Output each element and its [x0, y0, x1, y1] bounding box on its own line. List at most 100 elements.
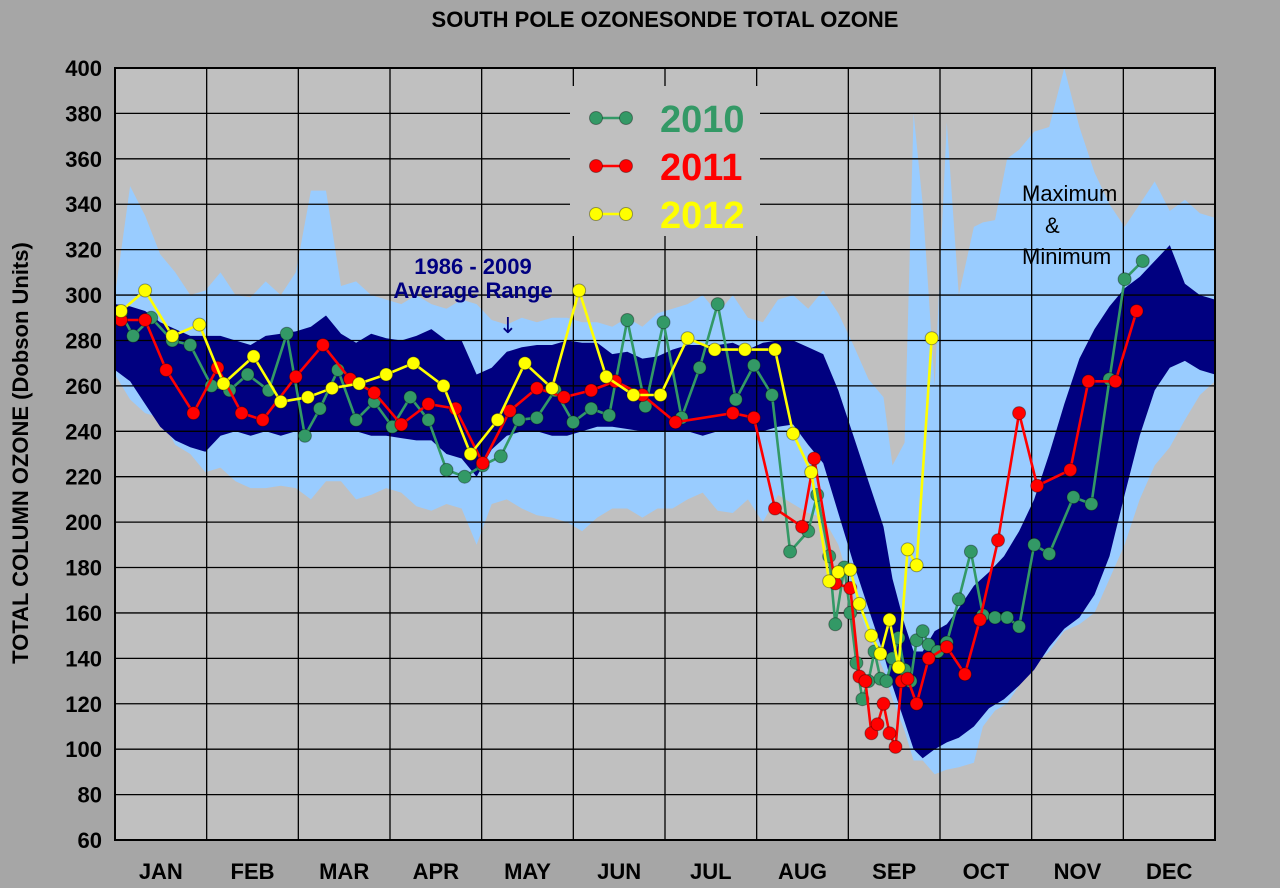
month-label: JAN: [139, 859, 183, 884]
avg-range-label: Average Range: [393, 278, 552, 303]
data-point-2010: [439, 462, 454, 477]
data-point-2011: [858, 674, 873, 689]
y-tick-labels: 60 80 100 120 140 160 180 200 220 240 260 280 300 320…: [65, 56, 102, 853]
data-point-2011: [186, 406, 201, 421]
y-tick-label: 220: [65, 465, 102, 490]
y-tick-label: 120: [65, 692, 102, 717]
data-point-2012: [352, 376, 367, 391]
data-point-2011: [972, 612, 987, 627]
data-point-2010: [909, 633, 924, 648]
data-point-2010: [988, 610, 1002, 625]
data-point-2011: [367, 385, 382, 400]
data-point-2012: [831, 565, 846, 580]
data-point-2011: [529, 381, 544, 396]
data-point-2012: [924, 331, 939, 346]
data-point-2011: [159, 363, 174, 377]
data-point-2010: [746, 358, 761, 373]
data-point-2010: [1135, 254, 1150, 268]
data-point-2010: [584, 401, 599, 416]
month-label: OCT: [963, 859, 1010, 884]
month-label: DEC: [1146, 859, 1193, 884]
data-point-2012: [737, 342, 752, 357]
data-point-2010: [602, 408, 617, 423]
data-point-2012: [852, 596, 867, 611]
data-point-2010: [126, 328, 141, 343]
data-point-2011: [957, 667, 972, 682]
data-point-2010: [879, 674, 894, 689]
data-point-2011: [475, 456, 490, 471]
y-axis-label: TOTAL COLUMN OZONE (Dobson Units): [8, 242, 33, 664]
data-point-2010: [566, 415, 581, 430]
data-point-2012: [768, 342, 782, 357]
data-point-2010: [312, 401, 327, 416]
data-point-2011: [807, 451, 822, 466]
data-point-2010: [529, 410, 544, 425]
data-point-2011: [394, 417, 409, 432]
data-point-2010: [349, 412, 364, 427]
data-point-2012: [900, 542, 915, 557]
legend-item-2010: 2010: [589, 99, 745, 141]
data-point-2012: [822, 574, 837, 589]
month-label: JUN: [597, 859, 641, 884]
data-point-2011: [668, 415, 683, 430]
month-labels: JAN FEB MAR APR MAY JUN JUL AUG SEP OCT NOV DEC: [139, 859, 1193, 884]
data-point-2011: [315, 338, 330, 352]
month-label: AUG: [778, 859, 827, 884]
data-point-2010: [1027, 537, 1042, 552]
month-label: FEB: [231, 859, 275, 884]
data-point-2011: [746, 410, 761, 425]
data-point-2011: [1081, 374, 1096, 389]
data-point-2011: [864, 726, 879, 741]
data-point-2010: [656, 315, 671, 330]
data-point-2011: [1030, 478, 1045, 493]
data-point-2011: [795, 519, 810, 534]
legend-label: 2011: [660, 147, 742, 189]
y-tick-label: 100: [65, 737, 102, 762]
data-point-2011: [888, 739, 903, 754]
data-point-2011: [939, 640, 954, 654]
month-label: NOV: [1054, 859, 1102, 884]
y-tick-label: 320: [65, 238, 102, 263]
data-point-2012: [786, 426, 801, 441]
series-layer: [114, 254, 1150, 754]
data-point-2012: [882, 612, 897, 627]
data-point-2012: [192, 317, 207, 332]
legend-marker: [619, 159, 633, 173]
data-point-2010: [692, 360, 707, 375]
legend-marker: [589, 111, 603, 125]
chart-title: SOUTH POLE OZONESONDE TOTAL OZONE: [432, 7, 899, 32]
data-point-2011: [255, 412, 270, 427]
y-tick-label: 60: [78, 828, 102, 853]
series-2012: [114, 283, 939, 675]
data-point-2011: [138, 313, 153, 327]
maxmin-line-2: &: [1045, 213, 1060, 238]
data-point-2010: [1066, 490, 1081, 505]
data-point-2012: [490, 412, 505, 427]
y-tick-label: 380: [65, 101, 102, 126]
data-point-2011: [421, 397, 436, 411]
data-point-2012: [138, 283, 153, 298]
data-point-2010: [1084, 497, 1099, 511]
data-point-2010: [915, 624, 930, 639]
data-point-2012: [300, 390, 315, 405]
y-tick-label: 340: [65, 192, 102, 217]
data-point-2012: [626, 388, 641, 402]
data-point-2012: [891, 660, 906, 675]
maxmin-line-3: Minimum: [1022, 244, 1111, 269]
data-point-2012: [114, 304, 128, 318]
month-label: JUL: [690, 859, 732, 884]
data-point-2012: [864, 628, 879, 643]
avg-range-years: 1986 - 2009: [414, 254, 531, 279]
series-line-2010: [119, 260, 1144, 701]
data-point-2010: [240, 367, 255, 382]
data-point-2011: [900, 671, 915, 686]
legend-item-2011: 2011: [589, 147, 742, 189]
data-point-2010: [828, 617, 843, 632]
data-point-2011: [584, 383, 599, 398]
data-point-2010: [855, 692, 870, 707]
y-tick-label: 200: [65, 510, 102, 535]
data-point-2010: [728, 392, 743, 407]
data-point-2010: [963, 544, 978, 559]
data-point-2011: [1063, 462, 1078, 477]
avg-range-annotation: 1986 - 2009 Average Range ↓: [393, 254, 552, 339]
